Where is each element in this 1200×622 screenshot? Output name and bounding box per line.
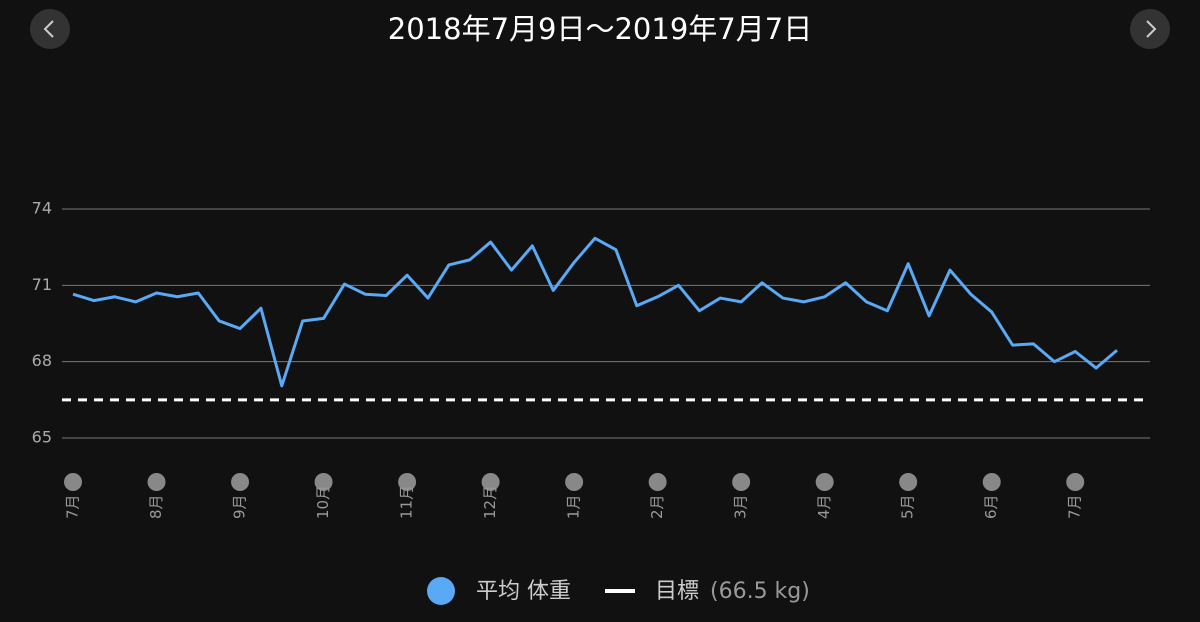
month-dot: [481, 473, 500, 491]
x-tick-label: 4月: [815, 494, 833, 519]
x-tick-label: 1月: [565, 494, 583, 519]
x-tick-label: 8月: [147, 494, 165, 519]
chart-title: 2018年7月9日～2019年7月7日: [388, 12, 812, 46]
x-tick-label: 7月: [64, 494, 82, 519]
y-tick-label: 68: [32, 351, 52, 370]
month-dot: [565, 473, 584, 491]
x-tick-label: 5月: [899, 494, 917, 519]
y-tick-label: 74: [32, 199, 52, 218]
next-button[interactable]: [1130, 9, 1170, 49]
y-tick-label: 65: [32, 428, 52, 447]
month-dot: [815, 473, 834, 491]
x-tick-label: 12月: [481, 485, 499, 519]
month-dot: [398, 473, 417, 491]
x-tick-label: 11月: [398, 485, 416, 519]
weight-line: [72, 236, 1118, 388]
x-tick-label: 6月: [982, 494, 1000, 519]
month-dot: [982, 473, 1001, 491]
x-tick-label: 2月: [648, 494, 666, 519]
x-tick-label: 9月: [231, 494, 249, 519]
month-dot: [1066, 473, 1085, 491]
legend-goal-value: (66.5 kg): [710, 579, 810, 604]
legend-goal-label: 目標: [655, 579, 699, 604]
x-tick-label: 7月: [1066, 494, 1084, 519]
month-dot: [648, 473, 667, 491]
month-dot: [732, 473, 751, 491]
month-dot: [899, 473, 918, 491]
x-tick-label: 10月: [314, 485, 332, 519]
y-tick-label: 71: [32, 275, 52, 294]
month-dot: [147, 473, 166, 491]
legend-label: 平均 体重: [476, 579, 571, 604]
x-tick-label: 3月: [732, 494, 750, 519]
month-dot: [314, 473, 333, 491]
month-dot: [231, 473, 250, 491]
prev-button[interactable]: [30, 9, 70, 49]
month-dot: [64, 473, 82, 491]
legend-marker: [427, 577, 455, 605]
